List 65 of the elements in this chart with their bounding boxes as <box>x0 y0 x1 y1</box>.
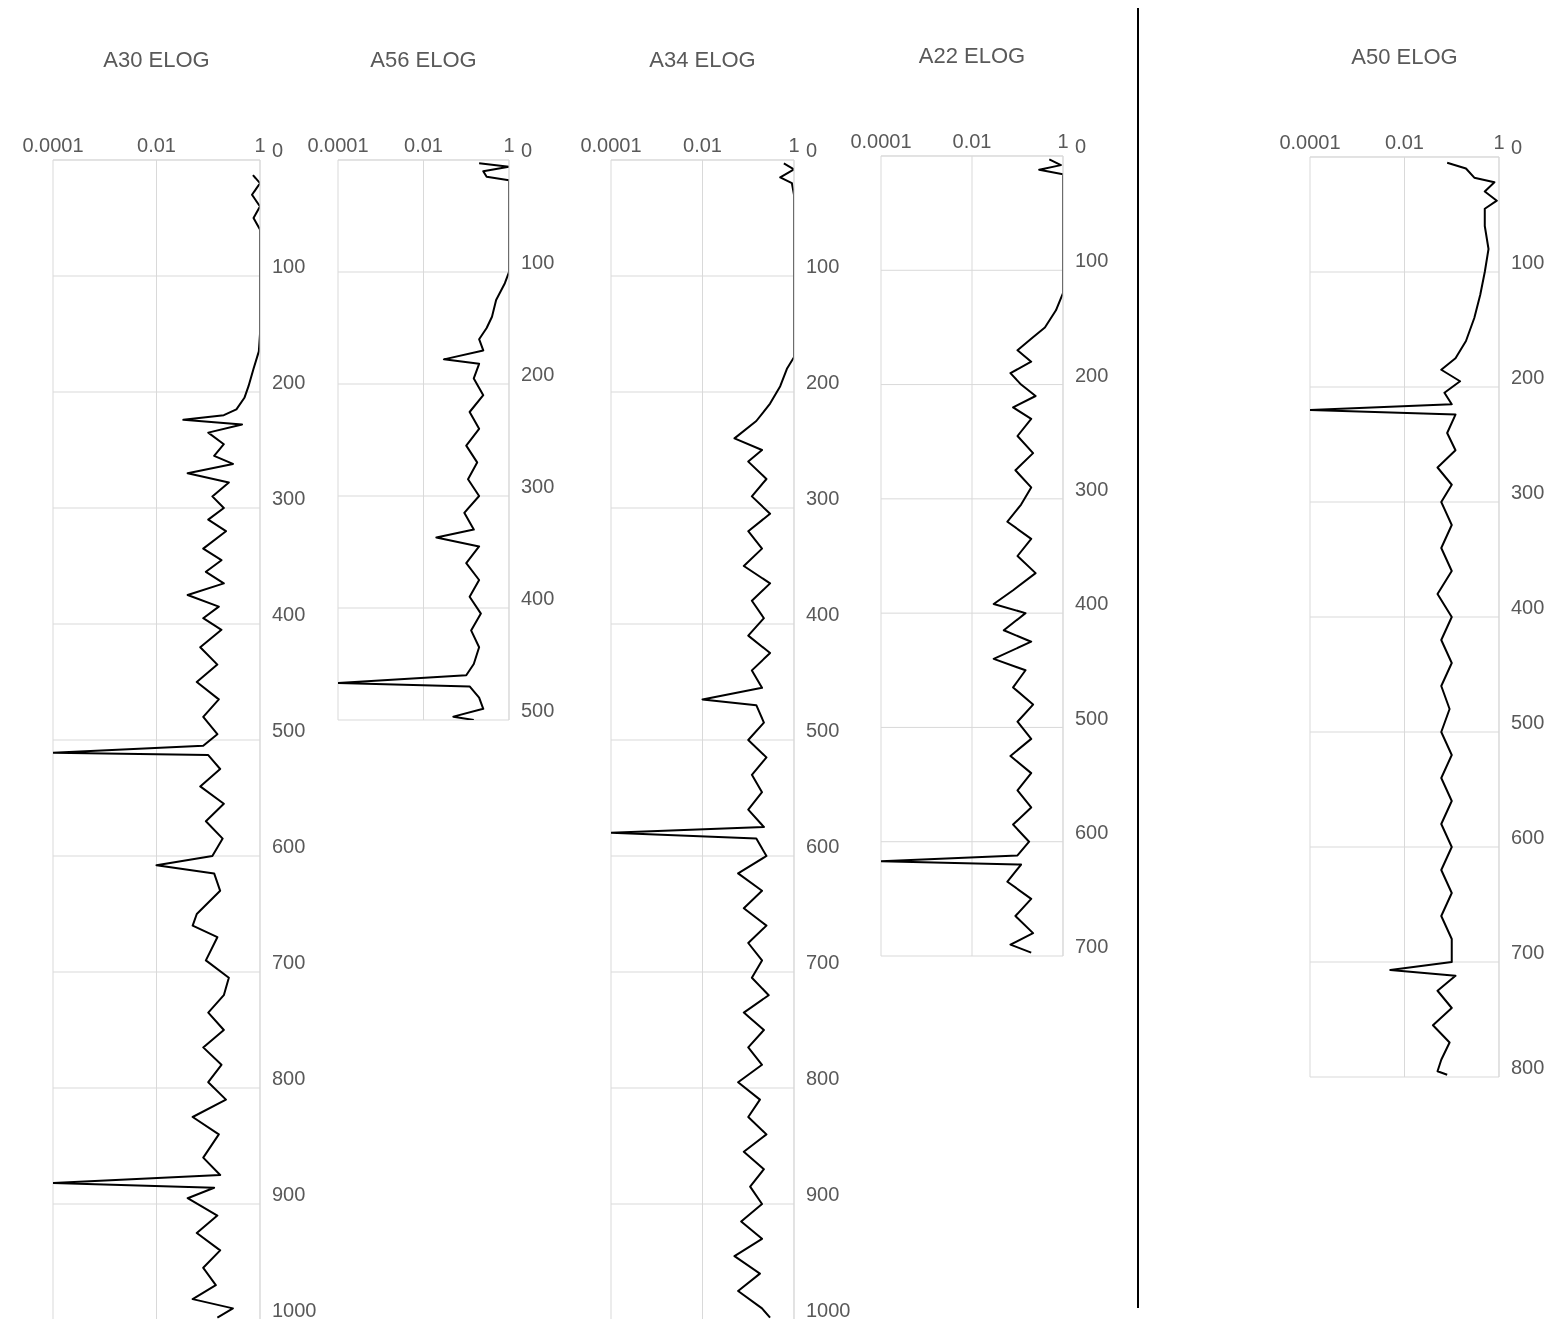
x-tick-label: 0.01 <box>683 134 722 156</box>
y-tick-label: 500 <box>806 719 840 742</box>
y-tick-label: 400 <box>272 603 306 626</box>
y-tick-label: 300 <box>806 487 840 510</box>
y-tick-label: 0 <box>272 139 284 162</box>
y-tick-label: 0 <box>1075 135 1087 158</box>
y-tick-label: 100 <box>806 255 840 278</box>
y-tick-label: 200 <box>1075 363 1109 386</box>
x-tick-label: 0.01 <box>952 130 992 152</box>
x-tick-label: 1 <box>254 134 266 156</box>
x-tick-label: 0.0001 <box>1279 131 1341 153</box>
y-tick-label: 400 <box>1075 592 1109 615</box>
y-tick-label: 900 <box>272 1183 306 1206</box>
y-tick-label: 900 <box>806 1183 840 1206</box>
y-tick-label: 700 <box>272 951 306 974</box>
x-tick-label: 0.01 <box>404 134 443 156</box>
y-tick-label: 300 <box>1511 481 1545 504</box>
y-tick-label: 800 <box>806 1067 840 1090</box>
chart-title: A22 ELOG <box>917 42 1027 70</box>
x-tick-label: 0.0001 <box>307 134 369 156</box>
y-tick-label: 500 <box>1075 706 1109 729</box>
y-tick-label: 400 <box>806 603 840 626</box>
y-tick-label: 1000 <box>272 1299 317 1319</box>
x-tick-label: 1 <box>1493 131 1505 153</box>
y-tick-label: 300 <box>1075 477 1109 500</box>
y-tick-label: 700 <box>1511 941 1545 964</box>
y-tick-label: 1000 <box>806 1299 851 1319</box>
y-tick-label: 800 <box>272 1067 306 1090</box>
y-tick-label: 600 <box>1511 826 1545 849</box>
x-tick-label: 1 <box>788 134 800 156</box>
chart-title: A34 ELOG <box>648 46 757 74</box>
y-tick-label: 800 <box>1511 1056 1545 1079</box>
x-tick-label: 1 <box>1057 130 1069 152</box>
x-tick-label: 0.0001 <box>22 134 84 156</box>
y-tick-label: 500 <box>1511 711 1545 734</box>
y-tick-label: 300 <box>272 487 306 510</box>
y-tick-label: 600 <box>1075 820 1109 843</box>
y-tick-label: 200 <box>806 371 840 394</box>
y-tick-label: 500 <box>521 699 555 722</box>
x-tick-label: 0.01 <box>1385 131 1424 153</box>
y-tick-label: 100 <box>521 251 555 274</box>
y-tick-label: 0 <box>521 139 533 162</box>
y-tick-label: 600 <box>272 835 306 858</box>
x-tick-label: 0.01 <box>137 134 176 156</box>
x-tick-label: 1 <box>503 134 515 156</box>
y-tick-label: 400 <box>1511 596 1545 619</box>
chart-title: A50 ELOG <box>1350 43 1459 71</box>
y-tick-label: 200 <box>1511 366 1545 389</box>
y-tick-label: 700 <box>1075 935 1109 958</box>
y-tick-label: 0 <box>806 139 818 162</box>
y-tick-label: 400 <box>521 587 555 610</box>
x-tick-label: 0.0001 <box>580 134 642 156</box>
y-tick-label: 0 <box>1511 136 1523 159</box>
y-tick-label: 100 <box>1511 251 1545 274</box>
chart-title: A56 ELOG <box>369 46 478 74</box>
chart-title: A30 ELOG <box>102 46 211 74</box>
y-tick-label: 100 <box>272 255 306 278</box>
y-tick-label: 300 <box>521 475 555 498</box>
y-tick-label: 100 <box>1075 249 1109 272</box>
y-tick-label: 600 <box>806 835 840 858</box>
y-tick-label: 700 <box>806 951 840 974</box>
y-tick-label: 200 <box>521 363 555 386</box>
y-tick-label: 500 <box>272 719 306 742</box>
y-tick-label: 200 <box>272 371 306 394</box>
x-tick-label: 0.0001 <box>850 130 912 152</box>
